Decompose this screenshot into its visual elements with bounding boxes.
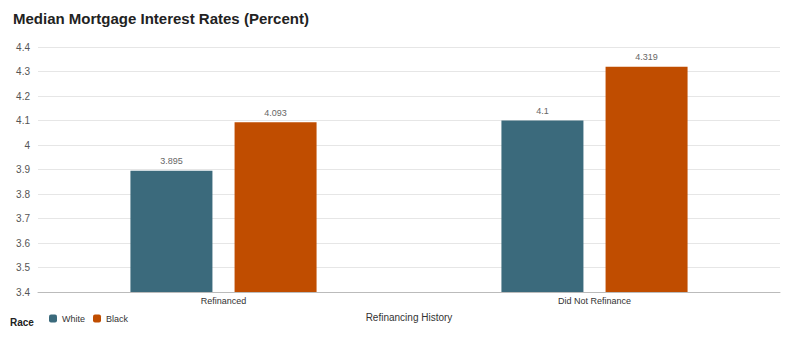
svg-text:Race: Race	[10, 317, 34, 328]
svg-text:Black: Black	[106, 314, 129, 324]
svg-text:4.2: 4.2	[16, 91, 30, 102]
svg-text:4.1: 4.1	[16, 115, 30, 126]
svg-text:White: White	[62, 314, 85, 324]
svg-text:4.093: 4.093	[264, 108, 287, 118]
svg-text:Did Not Refinance: Did Not Refinance	[558, 296, 631, 306]
svg-text:Refinancing History: Refinancing History	[366, 312, 453, 323]
svg-text:4: 4	[24, 140, 30, 151]
svg-text:3.9: 3.9	[16, 164, 30, 175]
svg-text:4.4: 4.4	[16, 42, 30, 53]
svg-text:3.7: 3.7	[16, 213, 30, 224]
svg-text:3.6: 3.6	[16, 238, 30, 249]
svg-text:4.319: 4.319	[635, 52, 658, 62]
svg-text:4.3: 4.3	[16, 66, 30, 77]
svg-text:3.895: 3.895	[160, 156, 183, 166]
svg-text:Refinanced: Refinanced	[201, 296, 247, 306]
svg-text:3.4: 3.4	[16, 287, 30, 298]
svg-text:3.8: 3.8	[16, 189, 30, 200]
svg-text:4.1: 4.1	[536, 106, 549, 116]
svg-text:Median Mortgage Interest Rates: Median Mortgage Interest Rates (Percent)	[13, 10, 309, 27]
svg-text:3.5: 3.5	[16, 262, 30, 273]
